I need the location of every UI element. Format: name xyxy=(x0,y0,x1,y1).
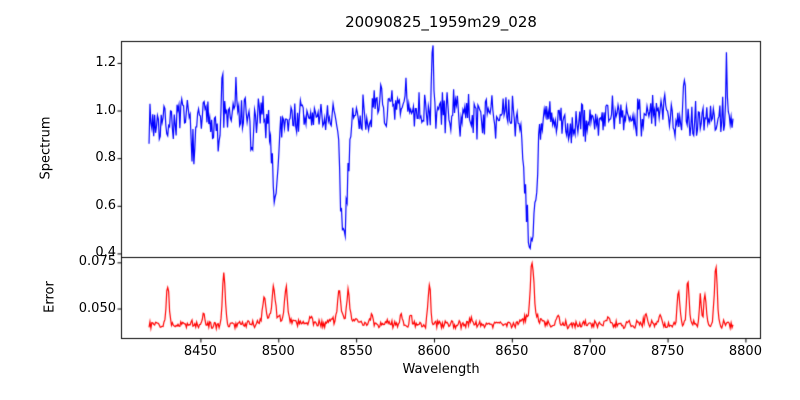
y-tick-label-spectrum: 0.6 xyxy=(95,197,116,213)
y-tick-label-error: 0.050 xyxy=(78,300,116,316)
x-tick-label: 8650 xyxy=(495,344,529,359)
x-tick-label: 8550 xyxy=(339,344,373,359)
y-tick-label-error: 0.075 xyxy=(78,254,116,270)
y-tick-label-spectrum: 1.0 xyxy=(95,102,116,118)
x-tick-label: 8450 xyxy=(183,344,217,359)
plot-title: 20090825_1959m29_028 xyxy=(345,13,537,31)
x-axis-label: Wavelength xyxy=(402,362,480,377)
x-tick-label: 8500 xyxy=(261,344,295,359)
y-axis-label-error: Error xyxy=(42,281,58,313)
x-tick-label: 8600 xyxy=(417,344,451,359)
x-tick-label: 8700 xyxy=(573,344,607,359)
y-tick-label-spectrum: 0.4 xyxy=(95,245,116,261)
y-tick-label-spectrum: 1.2 xyxy=(95,54,116,70)
y-axis-label-spectrum: Spectrum xyxy=(38,116,54,180)
x-tick-label: 8800 xyxy=(728,344,762,359)
x-tick-label: 8750 xyxy=(651,344,685,359)
y-tick-label-spectrum: 0.8 xyxy=(95,150,116,166)
